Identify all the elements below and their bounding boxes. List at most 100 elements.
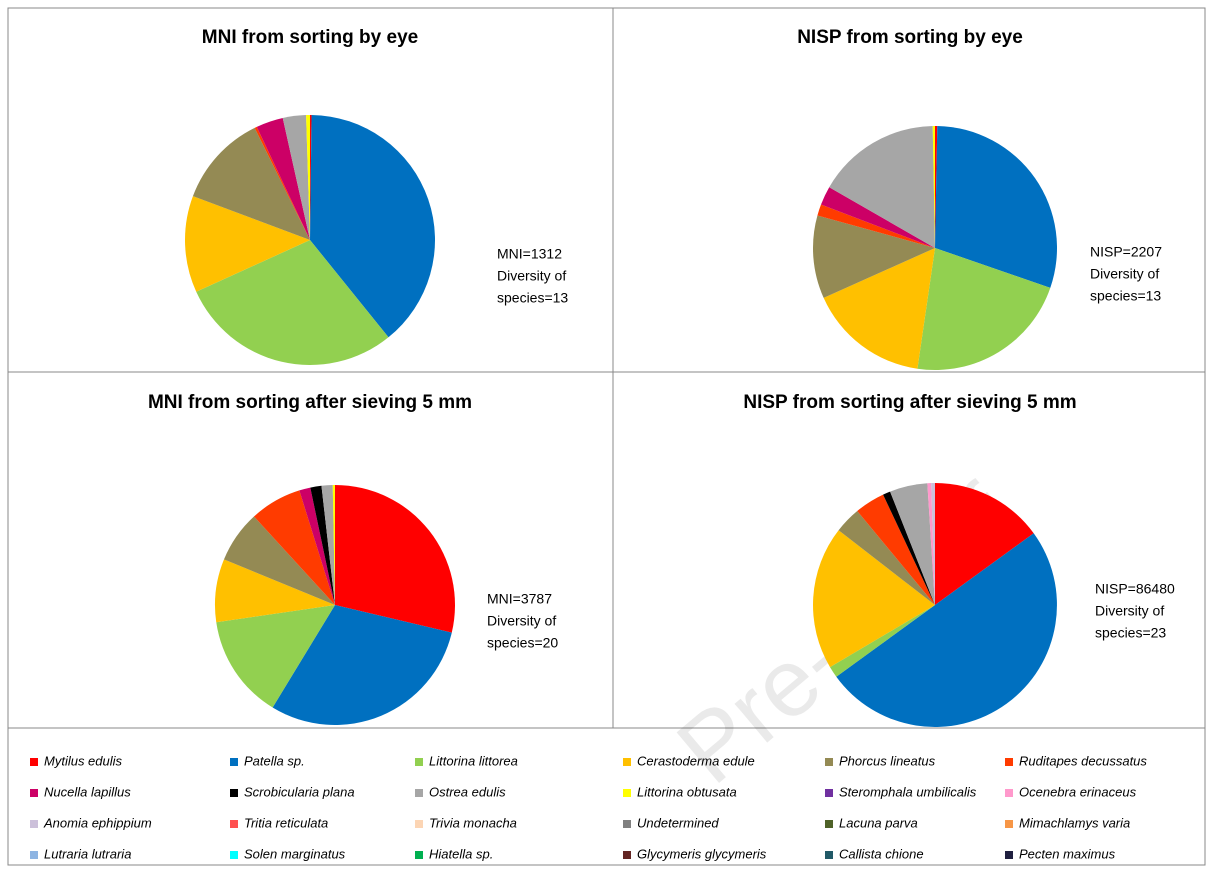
legend-swatch (825, 789, 833, 797)
legend-swatch (415, 851, 423, 859)
legend-swatch (30, 851, 38, 859)
annotation: species=13 (1090, 288, 1161, 304)
legend-swatch (1005, 851, 1013, 859)
pie-slice (935, 126, 938, 248)
legend-label: Glycymeris glycymeris (637, 846, 767, 861)
legend-swatch (230, 758, 238, 766)
pie-slice (829, 126, 935, 248)
pie-slice (321, 485, 335, 605)
legend-swatch (30, 789, 38, 797)
pie-slice (917, 248, 1051, 370)
pie-slice (254, 126, 310, 240)
pie-slice (836, 533, 1057, 727)
legend-swatch (825, 851, 833, 859)
pie-slice (215, 559, 335, 623)
pie-slice (216, 605, 335, 708)
legend-label: Trivia monacha (429, 815, 517, 830)
legend-label: Steromphala umbilicalis (839, 784, 977, 799)
legend-swatch (623, 789, 631, 797)
pie-slice (812, 215, 935, 298)
legend-label: Phorcus lineatus (839, 753, 936, 768)
pie-slice (927, 483, 935, 605)
annotation: Diversity of (497, 268, 566, 284)
chart-title: NISP from sorting by eye (797, 27, 1023, 48)
legend-label: Ostrea edulis (429, 784, 506, 799)
legend-swatch (623, 851, 631, 859)
legend-label: Ruditapes decussatus (1019, 753, 1147, 768)
pie-slice (829, 605, 935, 677)
pie-slice (817, 204, 935, 248)
legend-swatch (623, 758, 631, 766)
annotation: species=13 (497, 290, 568, 306)
legend-label: Littorina obtusata (637, 784, 737, 799)
legend-swatch (1005, 758, 1013, 766)
annotation: NISP=2207 (1090, 244, 1162, 260)
legend-swatch (230, 851, 238, 859)
legend-label: Anomia ephippium (43, 815, 152, 830)
annotation: species=23 (1095, 625, 1166, 641)
pie-slice (310, 115, 436, 338)
pie-slice (332, 485, 335, 605)
legend-label: Mytilus edulis (44, 753, 123, 768)
legend-label: Lacuna parva (839, 815, 918, 830)
pie-slice (310, 115, 312, 240)
pie-slice (253, 490, 335, 605)
pie-slice (890, 483, 935, 605)
pie-slice (282, 115, 310, 240)
legend-label: Pecten maximus (1019, 846, 1116, 861)
legend-label: Lutraria lutraria (44, 846, 131, 861)
annotation: species=20 (487, 635, 558, 651)
legend-label: Nucella lapillus (44, 784, 131, 799)
legend-swatch (415, 789, 423, 797)
legend-label: Callista chione (839, 846, 924, 861)
legend-label: Tritia reticulata (244, 815, 328, 830)
legend-label: Solen marginatus (244, 846, 346, 861)
legend-label: Littorina littorea (429, 753, 518, 768)
pie-slice (857, 494, 935, 605)
pie-slice (838, 510, 935, 605)
pie-slice (223, 516, 335, 605)
legend-swatch (30, 820, 38, 828)
annotation: Diversity of (487, 613, 556, 629)
legend-swatch (825, 758, 833, 766)
pie-slice (883, 491, 935, 605)
legend-swatch (415, 758, 423, 766)
legend-swatch (1005, 820, 1013, 828)
legend-swatch (230, 789, 238, 797)
legend-swatch (230, 820, 238, 828)
annotation: Diversity of (1090, 266, 1159, 282)
pie-slice (813, 530, 935, 668)
pie-slice (935, 126, 1057, 288)
legend-label: Cerastoderma edule (637, 753, 755, 768)
annotation: MNI=1312 (497, 246, 562, 262)
pie-slice (185, 196, 310, 292)
legend-swatch (825, 820, 833, 828)
pie-slice (196, 240, 389, 366)
pie-slice (335, 485, 455, 633)
pie-slice (932, 126, 935, 248)
pie-slice (299, 487, 335, 605)
chart-title: MNI from sorting by eye (202, 27, 418, 48)
pie-slice (935, 483, 1034, 605)
legend-label: Hiatella sp. (429, 846, 493, 861)
legend-label: Patella sp. (244, 753, 305, 768)
chart-title: MNI from sorting after sieving 5 mm (148, 392, 472, 413)
legend-label: Undetermined (637, 815, 719, 830)
pie-slice (306, 115, 310, 240)
legend-label: Scrobicularia plana (244, 784, 355, 799)
annotation: Diversity of (1095, 603, 1164, 619)
annotation: MNI=3787 (487, 591, 552, 607)
legend-swatch (623, 820, 631, 828)
legend-swatch (30, 758, 38, 766)
pie-slice (256, 118, 310, 240)
pie-slice (310, 485, 335, 605)
legend-swatch (415, 820, 423, 828)
frame (7, 7, 1206, 866)
pie-slice (931, 483, 935, 605)
annotation: NISP=86480 (1095, 581, 1175, 597)
pie-slice (821, 187, 935, 248)
pie-slice (272, 605, 452, 725)
chart-title: NISP from sorting after sieving 5 mm (743, 392, 1076, 413)
legend-label: Ocenebra erinaceus (1019, 784, 1137, 799)
